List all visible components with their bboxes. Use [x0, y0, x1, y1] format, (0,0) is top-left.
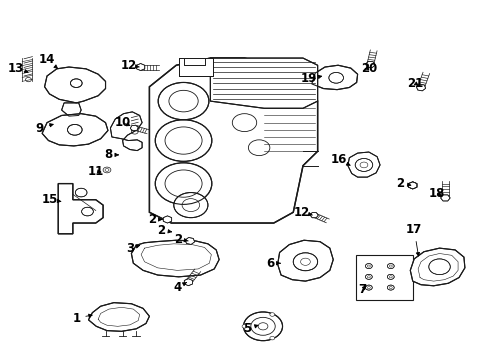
Polygon shape [131, 240, 219, 277]
Circle shape [75, 188, 87, 197]
Circle shape [242, 324, 246, 328]
Polygon shape [416, 84, 425, 91]
Polygon shape [407, 182, 416, 189]
Circle shape [428, 259, 449, 275]
Circle shape [70, 79, 82, 87]
Text: 4: 4 [173, 281, 186, 294]
Polygon shape [163, 216, 171, 223]
Polygon shape [110, 112, 142, 150]
Circle shape [269, 336, 274, 340]
Polygon shape [347, 152, 379, 177]
Bar [355, 255, 412, 300]
Circle shape [293, 253, 317, 271]
Text: 9: 9 [36, 122, 53, 135]
Polygon shape [185, 238, 194, 244]
Text: 16: 16 [330, 153, 349, 166]
Polygon shape [178, 58, 212, 76]
Polygon shape [407, 182, 416, 189]
Circle shape [365, 274, 371, 279]
Text: 7: 7 [358, 283, 366, 296]
Circle shape [158, 82, 208, 120]
Circle shape [365, 285, 371, 290]
Text: 6: 6 [265, 257, 280, 270]
Polygon shape [61, 103, 81, 116]
Text: 1: 1 [72, 311, 92, 325]
Text: 20: 20 [360, 62, 376, 75]
Polygon shape [184, 279, 192, 286]
Polygon shape [88, 303, 149, 331]
Polygon shape [365, 61, 374, 68]
Circle shape [173, 193, 207, 218]
Text: 12: 12 [120, 59, 139, 72]
Polygon shape [277, 240, 332, 281]
Polygon shape [42, 114, 108, 146]
Text: 18: 18 [428, 187, 445, 200]
Text: 17: 17 [405, 223, 422, 256]
Circle shape [155, 120, 211, 161]
Circle shape [81, 207, 93, 216]
Text: 8: 8 [103, 148, 118, 161]
Polygon shape [44, 67, 105, 103]
Circle shape [386, 285, 393, 290]
Text: 2: 2 [157, 224, 171, 237]
Text: 11: 11 [87, 165, 103, 177]
Circle shape [354, 158, 372, 171]
Circle shape [155, 163, 211, 204]
Polygon shape [149, 58, 317, 223]
Polygon shape [58, 184, 103, 234]
Text: 19: 19 [300, 72, 321, 85]
Circle shape [67, 125, 82, 135]
Polygon shape [409, 248, 464, 286]
Circle shape [386, 264, 393, 269]
Circle shape [365, 264, 371, 269]
Text: 5: 5 [243, 322, 258, 335]
Text: 12: 12 [293, 206, 312, 219]
Polygon shape [311, 65, 357, 90]
Circle shape [243, 312, 282, 341]
Text: 3: 3 [125, 242, 140, 255]
Text: 21: 21 [406, 77, 423, 90]
Text: 15: 15 [41, 193, 61, 206]
Text: 2: 2 [174, 233, 188, 246]
Polygon shape [136, 63, 144, 71]
Text: 13: 13 [8, 62, 28, 75]
Polygon shape [130, 125, 138, 131]
Circle shape [328, 72, 343, 83]
Text: 2: 2 [396, 177, 410, 190]
Text: 2: 2 [147, 213, 162, 226]
Polygon shape [440, 195, 449, 201]
Polygon shape [309, 212, 318, 218]
Circle shape [386, 274, 393, 279]
Polygon shape [183, 58, 205, 65]
Text: 10: 10 [114, 116, 130, 129]
Circle shape [269, 313, 274, 316]
Text: 14: 14 [39, 53, 58, 69]
Polygon shape [210, 58, 317, 108]
